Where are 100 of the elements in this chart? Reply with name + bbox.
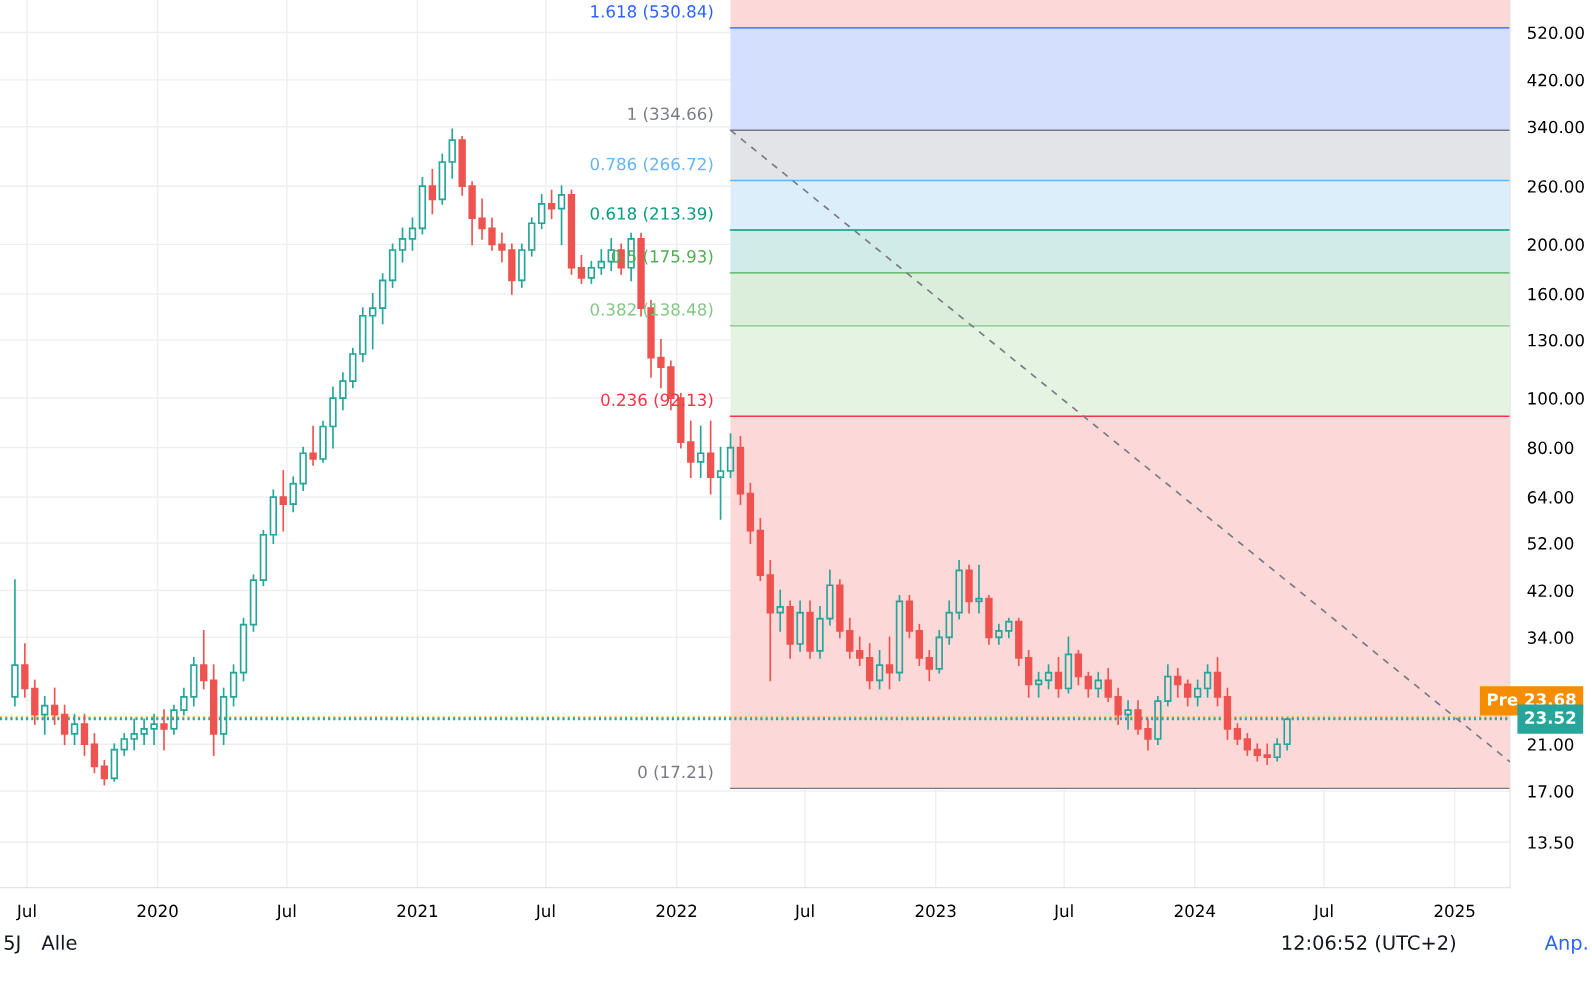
candlestick [508,243,516,295]
candlestick [349,347,357,389]
text: Anp. [1544,935,1587,954]
candlestick [846,617,854,659]
candlestick [965,564,973,614]
text: 5J [4,935,20,954]
x-tick-label: Jul [535,904,555,921]
y-tick-label: 42.00 [1527,584,1574,598]
candlestick [537,194,546,230]
candlestick [1184,679,1192,707]
candlestick [756,518,765,582]
y-tick-label: 260.00 [1527,180,1584,193]
ref-line-label: 23.52 [1525,711,1576,724]
candlestick [995,623,1003,645]
candlestick [716,446,725,520]
text: Alle [41,934,77,950]
candlestick [1164,664,1172,707]
candlestick [697,425,705,479]
y-tick-label: 80.00 [1527,441,1574,455]
candlestick [1134,700,1142,735]
candlestick [110,743,118,782]
x-tick-label: 2020 [137,904,178,918]
candlestick [369,293,377,350]
candlestick [856,636,864,666]
y-tick-label: 420.00 [1527,73,1584,87]
y-tick-label: 100.00 [1528,392,1584,405]
candlestick [120,733,128,756]
y-tick-label: 340.00 [1527,120,1584,134]
candlestick [289,476,297,513]
y-tick-label: 34.00 [1527,631,1574,644]
candlestick [1273,738,1281,762]
candlestick [786,600,794,659]
x-tick-label: 2025 [1434,904,1475,918]
candlestick [438,153,446,205]
candlestick [1005,617,1013,639]
candlestick [488,217,496,251]
candlestick [329,386,337,449]
x-tick-label: 2024 [1174,904,1216,918]
y-tick-label: 64.00 [1527,491,1574,504]
candlestick [359,307,367,363]
ref-line-label: 0.618 (213.39) [590,206,713,222]
y-tick-label: 130.00 [1528,333,1584,347]
candlestick [299,446,307,492]
y-tick-label: 13.50 [1528,836,1574,849]
candlestick [796,600,804,652]
candlestick [945,600,953,645]
y-tick-label: 160.00 [1528,287,1584,301]
x-tick-label: 2022 [656,904,697,918]
candlestick [985,595,993,645]
candlestick [160,709,168,751]
candlestick [518,243,526,288]
x-tick-label: Jul [1313,904,1333,921]
candlestick [279,470,287,532]
candlestick [478,198,486,240]
candlestick [190,657,198,707]
candlestick [200,630,208,690]
candlestick [21,643,29,698]
candlestick [776,589,784,632]
candlestick [935,630,943,674]
candlestick [309,425,317,466]
candlestick [1114,687,1122,725]
ref-line-label: 1.618 (530.84) [591,4,713,20]
candlestick [1174,668,1182,698]
candlestick [210,664,218,756]
candlestick [1263,743,1271,765]
candlestick [806,600,814,659]
y-tick-label: 17.00 [1528,785,1574,798]
y-tick-label: 52.00 [1527,537,1574,550]
candlestick [180,687,188,716]
y-tick-label: 200.00 [1527,238,1584,251]
candlestick [448,128,456,179]
x-tick-label: 2023 [915,904,956,918]
candlestick [766,560,774,682]
ref-line-label: 1 (334.66) [628,107,713,122]
text: 12:06:52 (UTC+2) [1282,934,1456,953]
candlestick [925,649,933,682]
candlestick [339,372,347,411]
x-tick-label: Jul [794,904,814,921]
ref-line-label: 0 (17.21) [638,765,713,781]
x-tick-label: Jul [275,904,296,921]
candlestick [1094,671,1102,698]
candlestick [687,420,695,479]
candlestick [468,181,476,246]
candlestick [657,339,665,389]
candlestick [1084,671,1092,698]
x-tick-label: 2021 [397,904,438,918]
candlestick [975,564,983,614]
candlestick [1025,649,1033,698]
candlestick [1104,668,1112,703]
candlestick [319,420,327,463]
candlestick [458,135,466,196]
x-tick-label: Jul [1053,904,1073,921]
candlestick [11,579,19,707]
candlestick [269,489,277,544]
ref-line-label: 0.786 (266.72) [590,157,713,173]
candlestick [31,679,39,725]
candlestick [836,579,844,639]
candlestick [955,560,963,620]
candlestick [637,232,645,317]
candlestick [597,249,605,275]
